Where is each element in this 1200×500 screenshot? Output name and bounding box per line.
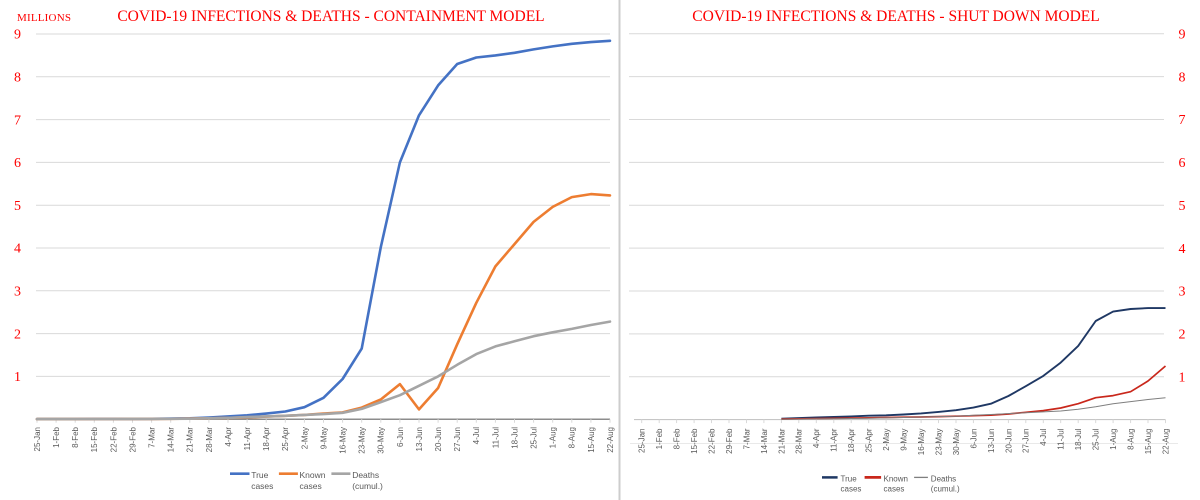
svg-text:27-Jun: 27-Jun [1022,429,1031,453]
svg-text:1-Feb: 1-Feb [655,428,664,449]
svg-text:25-Apr: 25-Apr [865,428,874,452]
svg-text:cases: cases [841,485,862,494]
svg-text:1-Feb: 1-Feb [52,426,61,447]
svg-text:6-Jun: 6-Jun [396,427,405,447]
svg-text:Deaths: Deaths [352,470,379,480]
svg-text:27-Jun: 27-Jun [453,427,462,451]
svg-text:21-Mar: 21-Mar [186,427,195,453]
svg-text:9-May: 9-May [319,427,328,449]
svg-text:28-Mar: 28-Mar [795,428,804,454]
svg-text:6-Jun: 6-Jun [969,429,978,449]
svg-text:5: 5 [14,199,21,214]
svg-text:3: 3 [1179,285,1186,300]
svg-text:30-May: 30-May [377,427,386,454]
svg-text:15-Aug: 15-Aug [1144,429,1153,455]
svg-text:29-Feb: 29-Feb [725,428,734,454]
svg-text:15-Feb: 15-Feb [690,428,699,454]
svg-text:7: 7 [14,113,21,128]
svg-text:8-Feb: 8-Feb [71,426,80,447]
svg-text:2: 2 [1179,328,1186,343]
svg-text:25-Jan: 25-Jan [33,427,42,451]
svg-text:4-Jul: 4-Jul [1039,428,1048,446]
svg-text:14-Mar: 14-Mar [760,428,769,454]
svg-text:7-Mar: 7-Mar [742,428,751,449]
svg-text:21-Mar: 21-Mar [777,428,786,454]
svg-text:22-Feb: 22-Feb [109,426,118,452]
svg-text:5: 5 [1179,199,1186,214]
svg-text:22-Aug: 22-Aug [606,427,615,453]
svg-text:22-Feb: 22-Feb [707,428,716,454]
svg-text:18-Jul: 18-Jul [510,427,519,449]
svg-text:18-Apr: 18-Apr [262,427,271,451]
svg-text:15-Feb: 15-Feb [90,426,99,452]
svg-text:13-Jun: 13-Jun [987,429,996,453]
svg-text:8-Feb: 8-Feb [673,428,682,449]
svg-text:1: 1 [14,370,21,385]
svg-text:True: True [251,470,268,480]
svg-text:29-Feb: 29-Feb [128,426,137,452]
svg-text:8: 8 [14,71,21,86]
svg-text:2-May: 2-May [300,427,309,449]
svg-text:cases: cases [884,485,905,494]
svg-text:Deaths: Deaths [931,474,956,483]
svg-text:MILLIONS: MILLIONS [17,12,71,24]
svg-text:7-Mar: 7-Mar [148,427,157,448]
svg-text:Known: Known [884,474,908,483]
svg-text:25-Jul: 25-Jul [530,427,539,449]
svg-text:COVID-19 INFECTIONS & DEATHS -: COVID-19 INFECTIONS & DEATHS - CONTAINME… [117,8,544,25]
svg-text:18-Apr: 18-Apr [847,428,856,452]
svg-text:11-Apr: 11-Apr [243,427,252,451]
svg-text:20-Jun: 20-Jun [434,427,443,451]
svg-text:COVID-19 INFECTIONS & DEATHS -: COVID-19 INFECTIONS & DEATHS - SHUT DOWN… [692,8,1099,25]
svg-text:23-May: 23-May [934,429,943,456]
svg-text:11-Jul: 11-Jul [1057,428,1066,449]
svg-text:9: 9 [14,28,21,43]
svg-text:4-Apr: 4-Apr [812,428,821,448]
svg-text:22-Aug: 22-Aug [1161,429,1170,455]
svg-text:9-May: 9-May [900,429,909,451]
svg-text:8-Aug: 8-Aug [1127,429,1136,450]
svg-text:4: 4 [14,242,21,257]
svg-text:16-May: 16-May [917,429,926,456]
svg-text:1: 1 [1179,370,1186,385]
svg-text:14-Mar: 14-Mar [167,427,176,453]
svg-text:8: 8 [1179,70,1186,85]
svg-text:2: 2 [14,327,21,342]
svg-text:25-Jan: 25-Jan [638,429,647,453]
svg-text:23-May: 23-May [358,427,367,454]
svg-text:8-Aug: 8-Aug [568,427,577,448]
svg-text:3: 3 [14,285,21,300]
svg-text:13-Jun: 13-Jun [415,427,424,451]
svg-text:20-Jun: 20-Jun [1004,429,1013,453]
svg-text:4-Apr: 4-Apr [224,427,233,447]
svg-text:25-Jul: 25-Jul [1092,428,1101,450]
svg-text:cases: cases [300,481,322,491]
svg-text:4-Jul: 4-Jul [472,427,481,445]
svg-text:28-Mar: 28-Mar [205,427,214,453]
svg-text:6: 6 [14,156,21,171]
svg-text:15-Aug: 15-Aug [587,427,596,453]
svg-text:1-Aug: 1-Aug [1109,429,1118,450]
svg-text:4: 4 [1179,242,1186,257]
svg-text:11-Apr: 11-Apr [830,428,839,452]
svg-text:7: 7 [1179,113,1186,128]
svg-text:9: 9 [1179,28,1186,43]
svg-text:cases: cases [251,481,273,491]
svg-text:(cumul.): (cumul.) [352,481,383,491]
svg-text:Known: Known [300,470,326,480]
svg-text:18-Jul: 18-Jul [1074,428,1083,450]
svg-text:16-May: 16-May [339,427,348,454]
svg-text:True: True [841,474,858,483]
svg-text:(cumul.): (cumul.) [931,485,960,494]
svg-text:25-Apr: 25-Apr [281,427,290,451]
svg-text:6: 6 [1179,156,1186,171]
svg-text:2-May: 2-May [882,429,891,451]
svg-text:11-Jul: 11-Jul [491,427,500,448]
svg-text:1-Aug: 1-Aug [549,427,558,448]
svg-text:30-May: 30-May [952,429,961,456]
